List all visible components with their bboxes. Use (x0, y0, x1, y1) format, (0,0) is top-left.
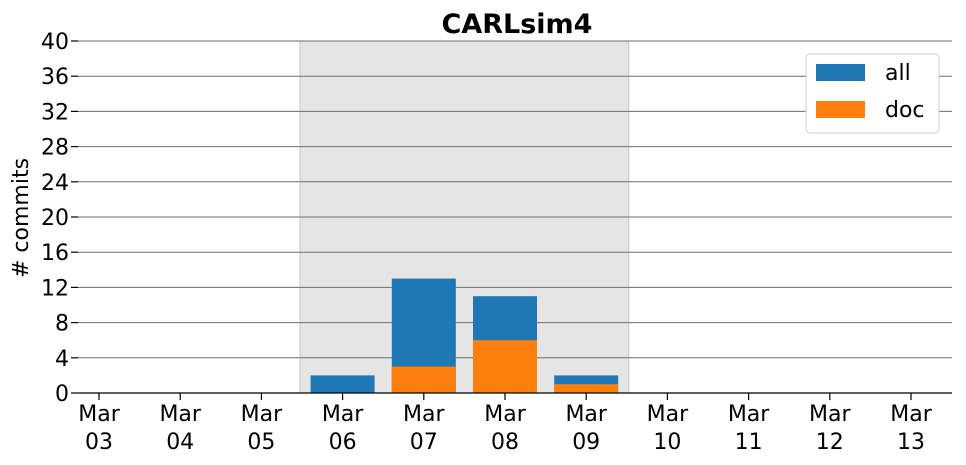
y-tick-label: 16 (41, 241, 69, 266)
x-tick-label-month: Mar (809, 402, 851, 427)
bar-layer (310, 278, 619, 393)
x-tick-label-day: 06 (329, 430, 357, 455)
y-axis-label: # commits (9, 158, 34, 278)
y-tick-label: 32 (41, 100, 69, 125)
grid-layer (78, 40, 952, 359)
x-tick-label-day: 05 (247, 430, 275, 455)
x-tick-label-day: 07 (410, 430, 438, 455)
x-tick-label-month: Mar (322, 402, 364, 427)
y-tick-label: 0 (55, 382, 69, 407)
bar-all (310, 375, 375, 393)
y-tick-label: 40 (41, 30, 69, 55)
y-tick-label: 8 (55, 312, 69, 337)
x-tick-label-day: 04 (166, 430, 194, 455)
bar-doc (473, 340, 537, 393)
chart-title: CARLsim4 (442, 9, 593, 40)
y-tick-label: 36 (41, 65, 69, 90)
legend-label-all: all (885, 61, 911, 86)
x-tick-label-month: Mar (403, 402, 445, 427)
x-tick-label-day: 11 (735, 430, 763, 455)
y-tick-label: 4 (55, 347, 69, 372)
x-tick-label-month: Mar (159, 402, 201, 427)
x-tick-label-day: 08 (491, 430, 519, 455)
x-tick-label-month: Mar (484, 402, 526, 427)
x-tick-label-month: Mar (241, 402, 283, 427)
x-tick-label-day: 12 (816, 430, 844, 455)
x-tick-label-month: Mar (728, 402, 770, 427)
x-tick-label-month: Mar (565, 402, 607, 427)
legend-swatch-doc (816, 101, 865, 118)
x-tick-label-month: Mar (647, 402, 689, 427)
x-tick-label-month: Mar (78, 402, 120, 427)
x-tick-label-day: 13 (897, 430, 925, 455)
y-tick-label: 24 (41, 171, 69, 196)
x-tick-label-month: Mar (890, 402, 932, 427)
y-tick-label: 20 (41, 206, 69, 231)
legend: all doc (805, 53, 940, 134)
y-tick-label: 12 (41, 276, 69, 301)
x-tick-label-day: 09 (572, 430, 600, 455)
bar-doc (391, 366, 456, 393)
x-tick-label-day: 03 (85, 430, 113, 455)
y-tick-label: 28 (41, 136, 69, 161)
x-tick-label-day: 10 (653, 430, 681, 455)
bar-doc (554, 384, 619, 393)
legend-swatch-all (816, 64, 865, 81)
legend-label-doc: doc (885, 98, 925, 123)
axis-layer: 0481216202428323640Mar03Mar04Mar05Mar06M… (41, 30, 952, 455)
